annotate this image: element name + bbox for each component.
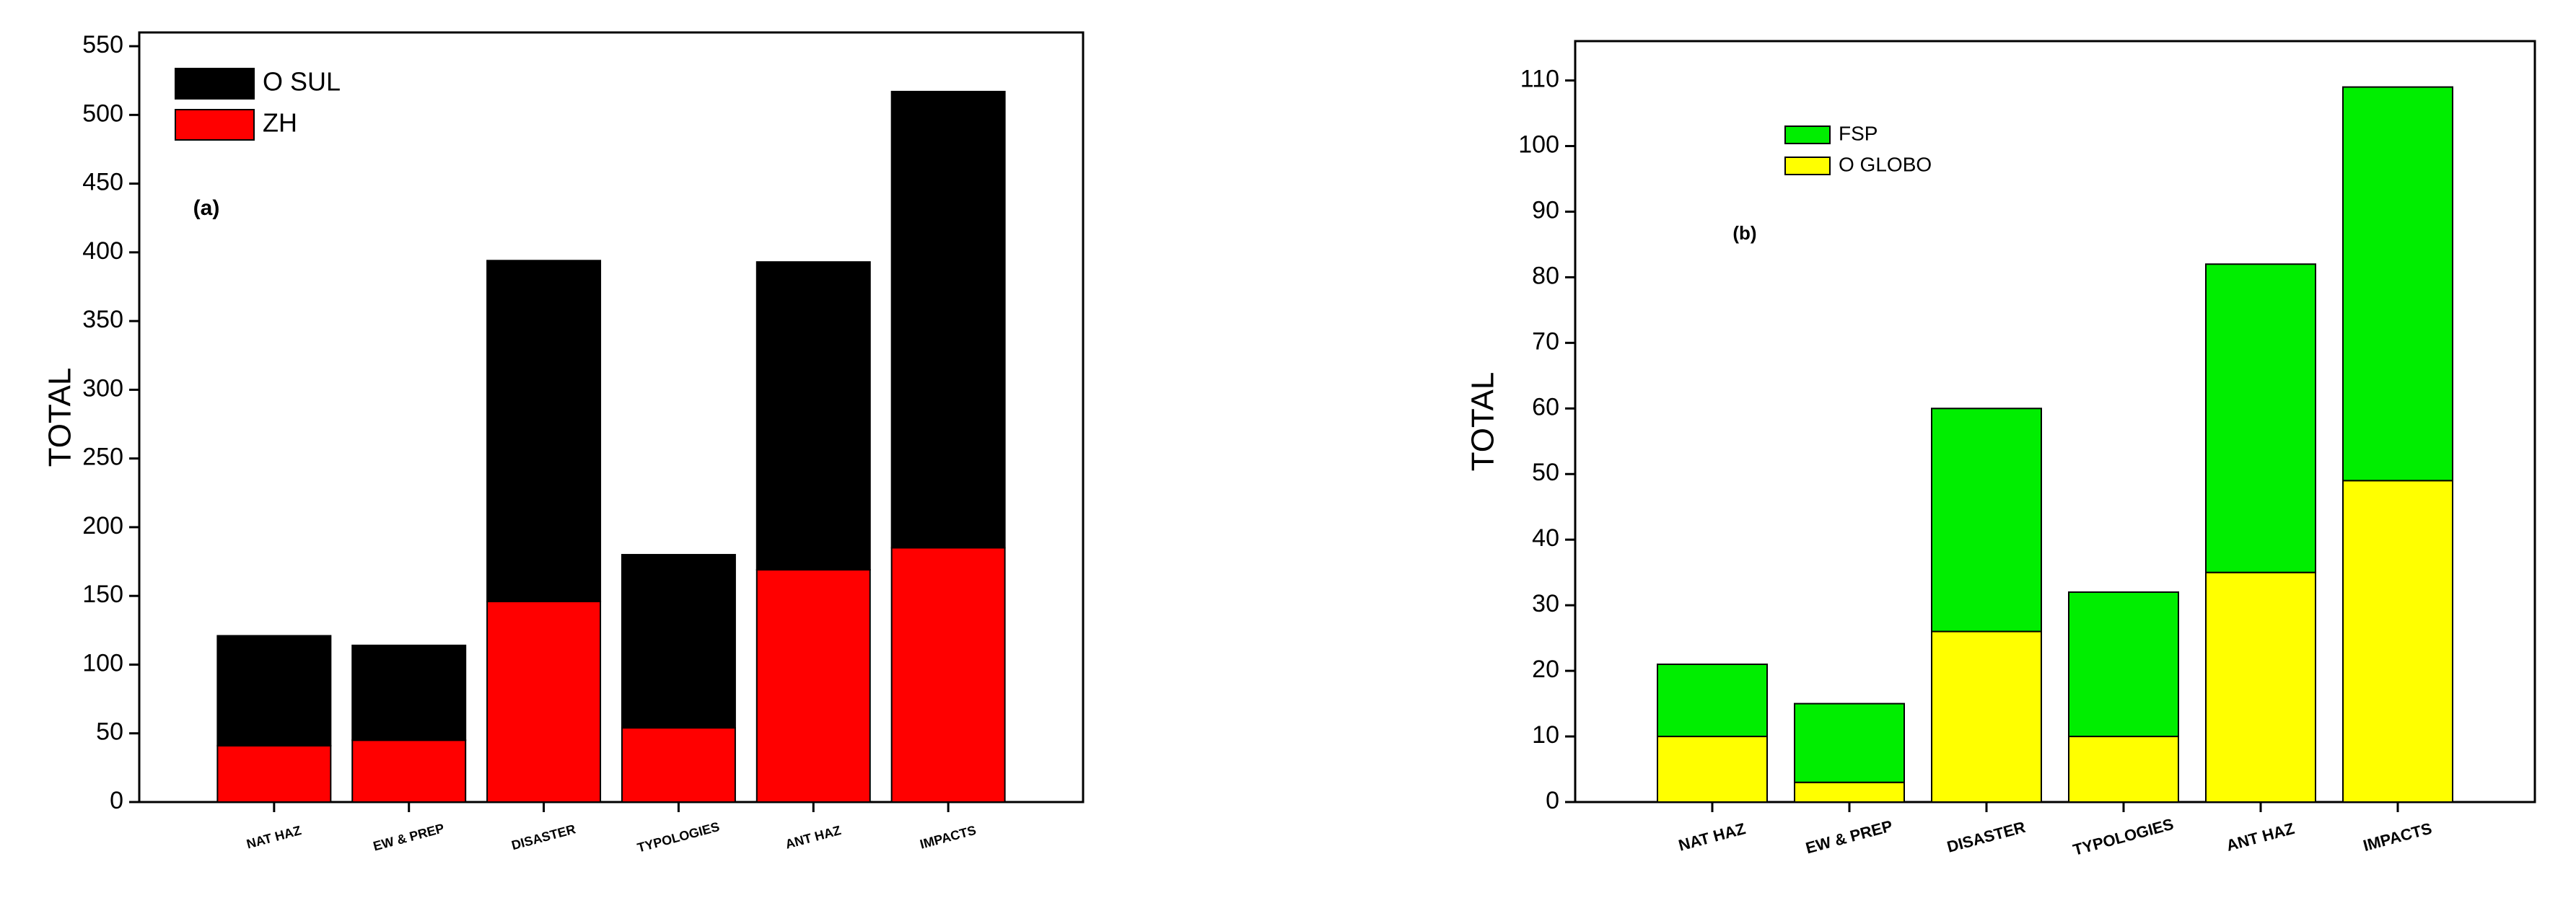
bar-segment bbox=[755, 261, 871, 571]
bar-segment bbox=[2342, 480, 2453, 803]
bar-segment bbox=[486, 600, 602, 803]
y-tick-label: 90 bbox=[1532, 196, 1559, 224]
y-tick-label: 200 bbox=[82, 512, 123, 540]
y-tick-label: 0 bbox=[110, 787, 123, 814]
bar-segment bbox=[216, 635, 332, 747]
bar-segment bbox=[1657, 736, 1768, 803]
bar-segment bbox=[351, 739, 467, 803]
bar-segment bbox=[621, 554, 736, 729]
annotation: (a) bbox=[193, 196, 220, 220]
y-tick-label: 50 bbox=[1532, 459, 1559, 486]
x-tick-label: DISASTER bbox=[1945, 818, 2028, 856]
bar-segment bbox=[1794, 703, 1905, 783]
x-tick-label: ANT HAZ bbox=[784, 823, 842, 852]
annotation: (b) bbox=[1732, 222, 1756, 244]
y-tick-label: 30 bbox=[1532, 590, 1559, 617]
bar-segment bbox=[621, 727, 736, 803]
y-tick-label: 550 bbox=[82, 31, 123, 58]
y-tick-label: 500 bbox=[82, 100, 123, 127]
legend-swatch bbox=[175, 109, 255, 141]
bar-segment bbox=[2068, 591, 2179, 738]
x-tick-label: EW & PREP bbox=[372, 821, 446, 853]
bar-segment bbox=[216, 744, 332, 803]
legend-label: O GLOBO bbox=[1839, 153, 1932, 175]
y-tick-label: 50 bbox=[96, 718, 123, 746]
y-axis-label: TOTAL bbox=[43, 368, 78, 467]
y-tick-label: 70 bbox=[1532, 327, 1559, 355]
x-tick-label: TYPOLOGIES bbox=[2071, 815, 2176, 859]
y-tick-label: 60 bbox=[1532, 393, 1559, 420]
legend-label: FSP bbox=[1839, 122, 1878, 144]
bar-segment bbox=[1657, 664, 1768, 738]
y-tick-label: 100 bbox=[1518, 131, 1559, 159]
y-tick-label: 250 bbox=[82, 444, 123, 471]
legend-label: O SUL bbox=[263, 67, 341, 97]
bar-segment bbox=[1931, 630, 2042, 803]
bar-segment bbox=[890, 90, 1006, 549]
y-tick-label: 100 bbox=[82, 649, 123, 677]
bar-segment bbox=[890, 547, 1006, 803]
legend-swatch bbox=[1784, 157, 1831, 175]
x-tick-label: DISASTER bbox=[510, 822, 577, 853]
x-tick-label: IMPACTS bbox=[919, 823, 978, 852]
bar-segment bbox=[2342, 86, 2453, 482]
x-tick-label: ANT HAZ bbox=[2225, 819, 2297, 855]
x-tick-label: IMPACTS bbox=[2361, 819, 2434, 855]
y-tick-label: 300 bbox=[82, 374, 123, 402]
y-tick-label: 400 bbox=[82, 237, 123, 265]
y-tick-label: 40 bbox=[1532, 524, 1559, 552]
y-axis-label: TOTAL bbox=[1466, 372, 1501, 472]
y-tick-label: 150 bbox=[82, 581, 123, 608]
x-tick-label: EW & PREP bbox=[1804, 816, 1895, 857]
y-tick-label: 110 bbox=[1520, 66, 1559, 93]
y-tick-label: 450 bbox=[82, 169, 123, 196]
legend-swatch bbox=[175, 68, 255, 100]
bar-segment bbox=[1931, 408, 2042, 633]
plot-frame bbox=[1574, 40, 2536, 803]
x-tick-label: NAT HAZ bbox=[245, 823, 302, 851]
y-tick-label: 350 bbox=[82, 306, 123, 333]
legend-label: ZH bbox=[263, 108, 297, 138]
bar-segment bbox=[755, 568, 871, 803]
bar-segment bbox=[2205, 263, 2316, 573]
x-tick-label: TYPOLOGIES bbox=[636, 819, 721, 855]
legend-swatch bbox=[1784, 125, 1831, 144]
bar-segment bbox=[351, 644, 467, 741]
y-tick-label: 80 bbox=[1532, 262, 1559, 289]
y-tick-label: 10 bbox=[1532, 721, 1559, 749]
bar-segment bbox=[2205, 571, 2316, 803]
y-tick-label: 20 bbox=[1532, 656, 1559, 683]
y-tick-label: 0 bbox=[1546, 787, 1559, 814]
bar-segment bbox=[1794, 781, 1905, 803]
bar-segment bbox=[486, 260, 602, 602]
x-tick-label: NAT HAZ bbox=[1676, 819, 1747, 855]
bar-segment bbox=[2068, 736, 2179, 803]
plot-frame bbox=[138, 31, 1085, 803]
